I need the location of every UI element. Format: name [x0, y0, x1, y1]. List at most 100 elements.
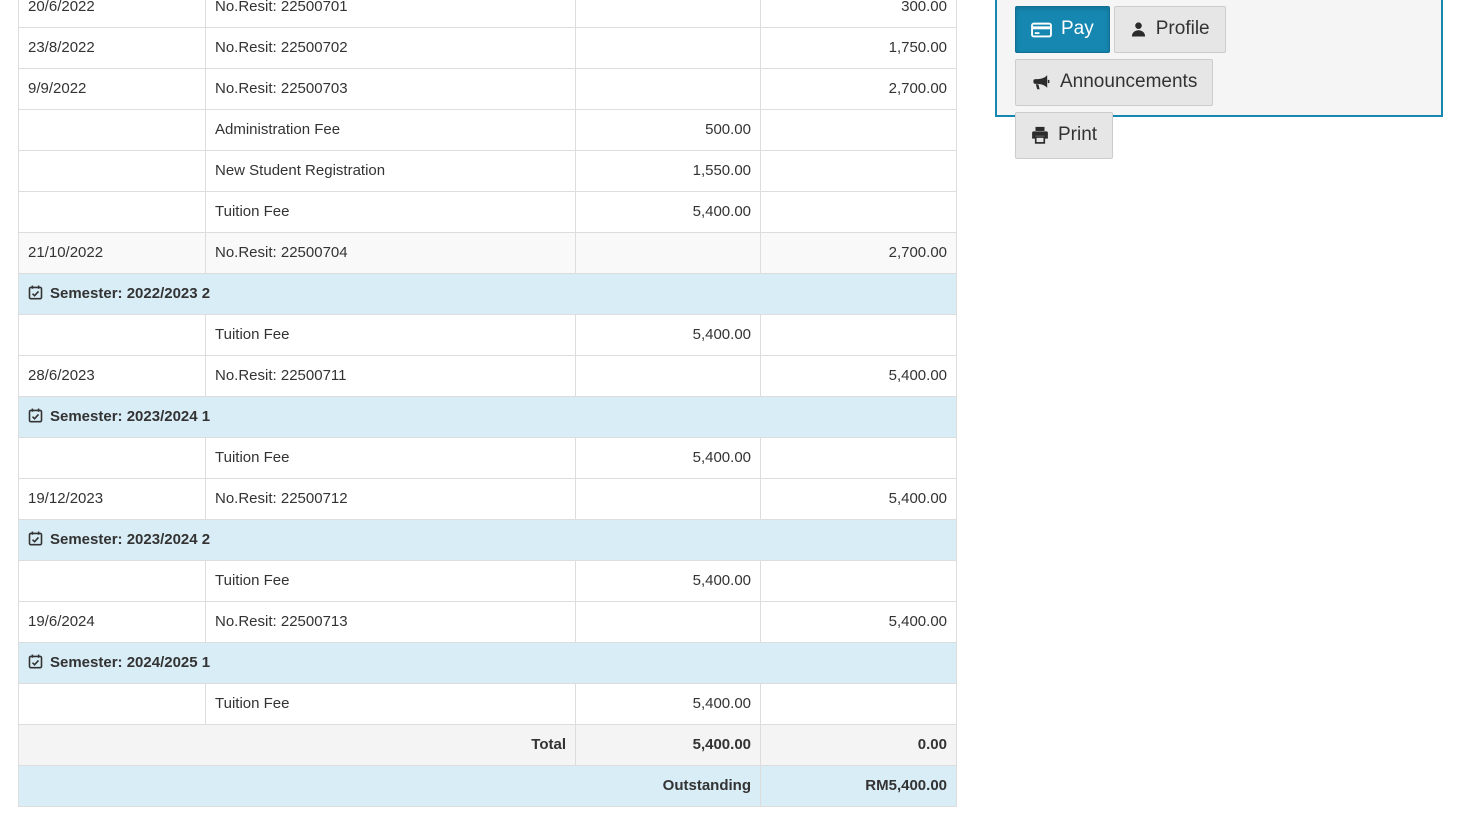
total-charge: 5,400.00: [575, 724, 761, 766]
print-button[interactable]: Print: [1015, 111, 1114, 159]
total-row: Total 5,400.00 0.00: [18, 724, 957, 766]
fee-row: New Student Registration 1,550.00: [18, 150, 957, 192]
total-paid: 0.00: [760, 724, 957, 766]
fee-paid-cell: 2,700.00: [760, 232, 957, 274]
fee-row: 20/6/2022 No.Resit: 22500701 300.00: [18, 0, 957, 28]
fee-paid-cell: 300.00: [760, 0, 957, 28]
semester-header-row: Semester: 2022/2023 2: [18, 273, 957, 315]
fee-row: 28/6/2023 No.Resit: 22500711 5,400.00: [18, 355, 957, 397]
fee-row: Tuition Fee 5,400.00: [18, 560, 957, 602]
fee-date-cell: [18, 109, 206, 151]
fee-row: Administration Fee 500.00: [18, 109, 957, 151]
calendar-check-icon: [28, 531, 50, 548]
fee-paid-cell: [760, 191, 957, 233]
fee-row: 23/8/2022 No.Resit: 22500702 1,750.00: [18, 27, 957, 69]
semester-label: Semester: 2024/2025 1: [50, 654, 211, 671]
fee-description-cell: Tuition Fee: [205, 191, 576, 233]
fee-statement-table: 20/6/2022 No.Resit: 22500701 300.00 23/8/20…: [18, 0, 957, 807]
fee-paid-cell: [760, 314, 957, 356]
fee-date-cell: 28/6/2023: [18, 355, 206, 397]
fee-description-cell: No.Resit: 22500701: [205, 0, 576, 28]
outstanding-amount: RM5,400.00: [760, 765, 957, 807]
fee-paid-cell: [760, 109, 957, 151]
calendar-check-icon: [28, 408, 50, 425]
fee-description-cell: No.Resit: 22500713: [205, 601, 576, 643]
fee-charge-cell: 500.00: [575, 109, 761, 151]
fee-row: Tuition Fee 5,400.00: [18, 683, 957, 725]
fee-charge-cell: [575, 355, 761, 397]
fee-charge-cell: 5,400.00: [575, 314, 761, 356]
fee-charge-cell: 5,400.00: [575, 683, 761, 725]
fee-paid-cell: 5,400.00: [760, 355, 957, 397]
fee-description-cell: New Student Registration: [205, 150, 576, 192]
fee-charge-cell: 5,400.00: [575, 437, 761, 479]
fee-description-cell: Tuition Fee: [205, 560, 576, 602]
fee-description-cell: No.Resit: 22500703: [205, 68, 576, 110]
pay-button-label: Pay: [1061, 18, 1094, 39]
fee-paid-cell: [760, 683, 957, 725]
fee-description-cell: Tuition Fee: [205, 437, 576, 479]
fee-charge-cell: [575, 27, 761, 69]
semester-header-row: Semester: 2023/2024 2: [18, 519, 957, 561]
fee-paid-cell: 5,400.00: [760, 601, 957, 643]
fee-row: 9/9/2022 No.Resit: 22500703 2,700.00: [18, 68, 957, 110]
fee-description-cell: Tuition Fee: [205, 314, 576, 356]
announcements-button[interactable]: Announcements: [1015, 58, 1214, 106]
fee-date-cell: 21/10/2022: [18, 232, 206, 274]
fee-table-body: 20/6/2022 No.Resit: 22500701 300.00 23/8/20…: [18, 0, 957, 807]
semester-header-row: Semester: 2023/2024 1: [18, 396, 957, 438]
fee-date-cell: 19/12/2023: [18, 478, 206, 520]
fee-row: 19/12/2023 No.Resit: 22500712 5,400.00: [18, 478, 957, 520]
fee-date-cell: 9/9/2022: [18, 68, 206, 110]
outstanding-row: Outstanding RM5,400.00: [18, 765, 957, 807]
semester-header-row: Semester: 2024/2025 1: [18, 642, 957, 684]
fee-charge-cell: [575, 232, 761, 274]
fee-date-cell: [18, 560, 206, 602]
profile-button[interactable]: Profile: [1113, 6, 1226, 53]
fee-date-cell: [18, 683, 206, 725]
fee-description-cell: Tuition Fee: [205, 683, 576, 725]
fee-charge-cell: 5,400.00: [575, 191, 761, 233]
fee-charge-cell: 1,550.00: [575, 150, 761, 192]
fee-charge-cell: [575, 68, 761, 110]
fee-date-cell: [18, 191, 206, 233]
credit-card-icon: [1031, 21, 1052, 38]
fee-paid-cell: 1,750.00: [760, 27, 957, 69]
total-label: Total: [18, 724, 576, 766]
fee-description-cell: Administration Fee: [205, 109, 576, 151]
print-icon: [1031, 126, 1049, 144]
fee-description-cell: No.Resit: 22500711: [205, 355, 576, 397]
fee-row: Tuition Fee 5,400.00: [18, 191, 957, 233]
user-icon: [1130, 21, 1147, 38]
fee-charge-cell: [575, 0, 761, 28]
actions-panel: Pay Profile Announcements Print: [995, 0, 1443, 159]
fee-paid-cell: 2,700.00: [760, 68, 957, 110]
fee-date-cell: [18, 150, 206, 192]
fee-date-cell: 19/6/2024: [18, 601, 206, 643]
fee-row: 21/10/2022 No.Resit: 22500704 2,700.00: [18, 232, 957, 274]
semester-label: Semester: 2022/2023 2: [50, 285, 211, 302]
fee-description-cell: No.Resit: 22500704: [205, 232, 576, 274]
profile-button-label: Profile: [1155, 18, 1210, 39]
outstanding-label: Outstanding: [18, 765, 761, 807]
pay-button[interactable]: Pay: [1015, 6, 1110, 53]
semester-label: Semester: 2023/2024 1: [50, 408, 211, 425]
fee-paid-cell: [760, 560, 957, 602]
fee-date-cell: [18, 314, 206, 356]
fee-row: 19/6/2024 No.Resit: 22500713 5,400.00: [18, 601, 957, 643]
fee-paid-cell: [760, 437, 957, 479]
fee-date-cell: [18, 437, 206, 479]
fee-date-cell: 20/6/2022: [18, 0, 206, 28]
fee-paid-cell: 5,400.00: [760, 478, 957, 520]
fee-description-cell: No.Resit: 22500712: [205, 478, 576, 520]
calendar-check-icon: [28, 285, 50, 302]
fee-row: Tuition Fee 5,400.00: [18, 437, 957, 479]
announcements-button-label: Announcements: [1060, 70, 1198, 92]
fee-date-cell: 23/8/2022: [18, 27, 206, 69]
calendar-check-icon: [28, 654, 50, 671]
fee-paid-cell: [760, 150, 957, 192]
fee-charge-cell: 5,400.00: [575, 560, 761, 602]
fee-charge-cell: [575, 601, 761, 643]
print-button-label: Print: [1058, 123, 1098, 145]
bullhorn-icon: [1031, 74, 1051, 91]
